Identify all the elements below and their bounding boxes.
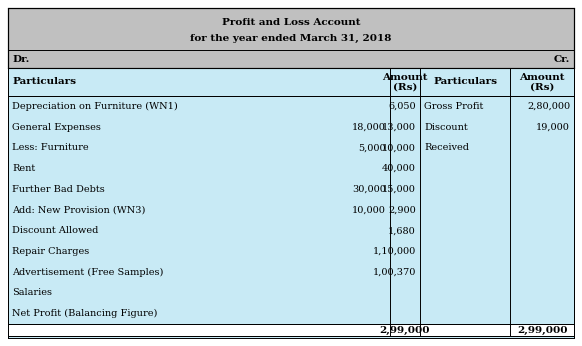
Text: Amount: Amount xyxy=(519,73,565,82)
Text: Repair Charges: Repair Charges xyxy=(12,247,89,256)
Text: 1,00,370: 1,00,370 xyxy=(372,268,416,277)
Text: Dr.: Dr. xyxy=(12,55,29,64)
Text: 2,99,000: 2,99,000 xyxy=(517,326,567,335)
Bar xyxy=(8,96,574,324)
Text: Depreciation on Furniture (WN1): Depreciation on Furniture (WN1) xyxy=(12,102,178,111)
Text: 2,99,000: 2,99,000 xyxy=(379,326,430,335)
Text: 5,000: 5,000 xyxy=(359,143,386,152)
Text: 19,000: 19,000 xyxy=(536,122,570,131)
Text: Further Bad Debts: Further Bad Debts xyxy=(12,185,105,194)
Text: 2,900: 2,900 xyxy=(388,206,416,215)
Text: for the year ended March 31, 2018: for the year ended March 31, 2018 xyxy=(190,34,392,43)
Text: Amount: Amount xyxy=(382,73,428,82)
Text: 2,80,000: 2,80,000 xyxy=(527,102,570,111)
Text: 1,10,000: 1,10,000 xyxy=(372,247,416,256)
Text: Advertisement (Free Samples): Advertisement (Free Samples) xyxy=(12,267,164,277)
Text: Particulars: Particulars xyxy=(12,78,76,86)
Text: Net Profit (Balancing Figure): Net Profit (Balancing Figure) xyxy=(12,309,157,318)
Text: Cr.: Cr. xyxy=(553,55,570,64)
Text: Profit and Loss Account: Profit and Loss Account xyxy=(222,18,360,27)
Text: 13,000: 13,000 xyxy=(382,122,416,131)
Text: Discount Allowed: Discount Allowed xyxy=(12,226,98,235)
Text: Salaries: Salaries xyxy=(12,289,52,298)
Text: 15,000: 15,000 xyxy=(382,185,416,194)
Text: 18,000: 18,000 xyxy=(352,122,386,131)
Bar xyxy=(8,324,574,336)
Bar xyxy=(8,8,574,68)
Text: Received: Received xyxy=(424,143,469,152)
Text: 10,000: 10,000 xyxy=(352,206,386,215)
Text: Less: Furniture: Less: Furniture xyxy=(12,143,88,152)
Text: (Rs): (Rs) xyxy=(393,82,417,91)
Text: 30,000: 30,000 xyxy=(352,185,386,194)
Text: Gross Profit: Gross Profit xyxy=(424,102,484,111)
Text: 40,000: 40,000 xyxy=(382,164,416,173)
Text: Add: New Provision (WN3): Add: New Provision (WN3) xyxy=(12,206,146,215)
Bar xyxy=(8,336,574,338)
Text: Rent: Rent xyxy=(12,164,36,173)
Text: Discount: Discount xyxy=(424,122,468,131)
Text: Particulars: Particulars xyxy=(433,78,497,86)
Text: 10,000: 10,000 xyxy=(382,143,416,152)
Text: General Expenses: General Expenses xyxy=(12,122,101,131)
Bar xyxy=(8,68,574,96)
Text: 1,680: 1,680 xyxy=(388,226,416,235)
Text: 6,050: 6,050 xyxy=(388,102,416,111)
Text: (Rs): (Rs) xyxy=(530,82,554,91)
